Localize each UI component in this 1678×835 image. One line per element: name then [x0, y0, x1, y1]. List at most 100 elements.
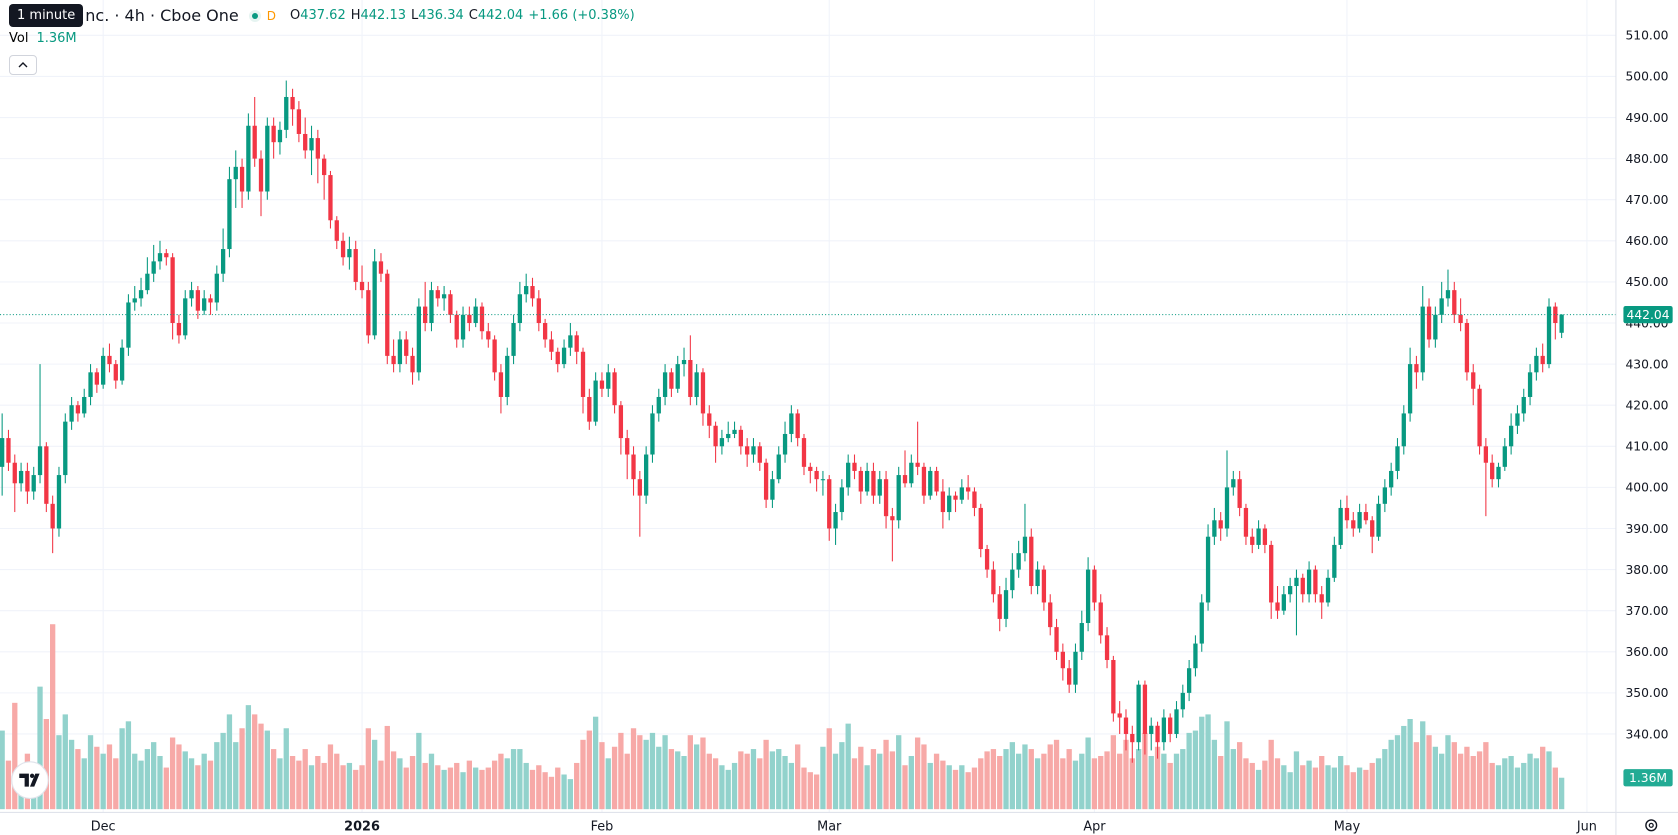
candle-body [82, 396, 87, 414]
candle-body [1452, 290, 1457, 315]
collapse-button[interactable] [9, 55, 37, 75]
candle-body [1073, 651, 1078, 685]
candle-body [410, 355, 415, 373]
volume-bar [81, 758, 87, 810]
volume-bar [1186, 732, 1192, 810]
volume-bar [719, 765, 725, 810]
volume-bar [990, 749, 997, 810]
volume-bar [1375, 758, 1382, 810]
volume-bar [1041, 753, 1047, 810]
candle-body [669, 372, 674, 389]
candle-body [1445, 290, 1451, 299]
symbol-title[interactable]: nc. · 4h · Cboe One [85, 6, 239, 25]
candle-body [303, 133, 308, 151]
volume-bar [0, 730, 5, 810]
candle-body [1130, 733, 1135, 743]
candle-body [612, 372, 617, 406]
candle-body [707, 413, 712, 426]
candle-body [50, 503, 55, 529]
volume-bar [504, 758, 510, 810]
candle-body [44, 446, 49, 504]
candle-body [1351, 520, 1356, 529]
volume-bar [536, 765, 542, 810]
y-tick-label: 510.00 [1625, 29, 1668, 43]
candle-body [1332, 544, 1337, 578]
volume-bar [466, 760, 473, 810]
volume-bar [226, 714, 233, 810]
candle-body [530, 286, 535, 299]
volume-bar [883, 739, 889, 810]
x-tick-label: Apr [1083, 820, 1106, 835]
candle-body [1471, 372, 1476, 389]
candle-body [1502, 446, 1507, 467]
candle-body [864, 470, 870, 492]
candle-body [1035, 569, 1040, 587]
candle-body [1262, 528, 1268, 545]
candle-body [801, 438, 807, 467]
volume-bar [1552, 767, 1558, 810]
volume-bar [37, 686, 43, 810]
volume-bar [1363, 769, 1369, 810]
candle-body [1275, 602, 1280, 611]
volume-bar [914, 737, 921, 810]
volume-bar [637, 735, 643, 810]
candle-body [896, 475, 901, 521]
candle-body [675, 364, 680, 389]
open-value: 437.62 [300, 8, 346, 23]
candle-body [265, 125, 270, 192]
volume-bar [681, 756, 687, 810]
volume-bar [1306, 760, 1312, 810]
y-tick-label: 340.00 [1625, 727, 1668, 741]
volume-bar [1009, 742, 1015, 810]
volume-bar [788, 762, 795, 810]
candle-body [883, 479, 889, 517]
y-tick-label: 470.00 [1625, 193, 1668, 207]
candle-body [789, 413, 794, 434]
volume-bar [795, 744, 801, 810]
candle-body [1319, 594, 1324, 603]
volume-bar [712, 758, 719, 810]
volume-bar [731, 762, 738, 810]
candle-body [1363, 512, 1369, 521]
volume-bar [902, 765, 908, 810]
volume-bar [1249, 762, 1255, 810]
candle-body [359, 281, 365, 291]
candle-body [700, 372, 706, 414]
volume-bar [1325, 765, 1331, 810]
candle-body [1477, 388, 1482, 447]
volume-bar [1274, 758, 1281, 810]
candle-body [1300, 577, 1305, 595]
candle-body [347, 249, 352, 258]
volume-bar [529, 769, 536, 810]
volume-bar [1098, 756, 1104, 810]
volume-bar [1394, 735, 1401, 810]
volume-bar [1192, 730, 1199, 810]
volume-bar [1047, 744, 1053, 810]
candle-body [397, 339, 403, 365]
candle-body [732, 429, 737, 434]
volume-bar [151, 742, 157, 810]
candle-body [31, 475, 36, 492]
candle-body [1003, 590, 1009, 619]
candle-body [1527, 372, 1533, 397]
candle-body [1464, 323, 1470, 373]
volume-bar [1338, 756, 1344, 810]
candle-body [1426, 306, 1432, 340]
x-tick-label: 2026 [344, 820, 380, 835]
volume-bar [630, 728, 637, 810]
volume-bar [1319, 756, 1325, 810]
candle-body [625, 438, 630, 455]
volume-bar [62, 714, 68, 810]
volume-bar [182, 751, 188, 810]
volume-bar [750, 749, 757, 810]
candle-body [366, 290, 371, 336]
volume-bar [340, 765, 346, 810]
volume-bar [1243, 758, 1249, 810]
y-tick-label: 460.00 [1625, 234, 1668, 248]
settings-icon[interactable] [1645, 819, 1658, 832]
volume-bar [574, 762, 580, 810]
volume-bar [239, 728, 245, 810]
volume-bar [1432, 746, 1439, 810]
volume-bar [896, 735, 902, 810]
candle-body [1281, 594, 1286, 611]
